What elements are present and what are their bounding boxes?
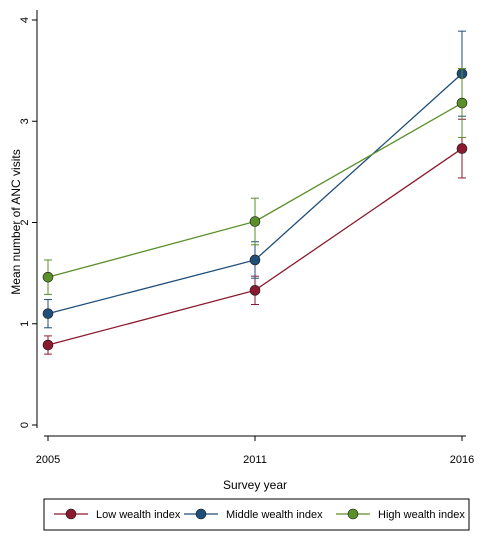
x-tick-label: 2011 (243, 454, 267, 466)
y-ticks: 0 1 2 3 4 (19, 17, 37, 428)
data-point (456, 97, 468, 109)
series-1 (42, 118, 468, 355)
data-point (249, 285, 261, 296)
data-point (42, 271, 54, 283)
legend-marker-swatch (347, 508, 359, 520)
x-tick-label: 2016 (450, 454, 474, 466)
legend-label: Middle wealth index (226, 509, 323, 521)
legend-label: High wealth index (378, 509, 465, 521)
legend-marker-swatch (195, 508, 207, 520)
y-tick-label: 1 (19, 321, 31, 327)
x-tick-label: 2005 (36, 454, 60, 466)
data-point (42, 339, 54, 351)
data-point (456, 143, 468, 154)
series-layer (42, 30, 468, 355)
y-axis-title: Mean number of ANC visits (9, 149, 23, 294)
data-point (42, 308, 54, 319)
data-point (249, 216, 261, 227)
y-tick-label: 4 (19, 17, 31, 23)
series-3 (42, 68, 468, 295)
y-tick-label: 2 (19, 219, 31, 225)
legend-entry-2: Middle wealth index (184, 508, 323, 521)
legend-label: Low wealth index (96, 509, 181, 521)
y-tick-label: 0 (19, 422, 31, 428)
y-tick-label: 3 (19, 118, 31, 124)
x-axis-title: Survey year (223, 478, 287, 492)
data-point (249, 254, 261, 266)
legend-entry-3: High wealth index (336, 508, 465, 521)
legend-box (43, 498, 470, 531)
legend-marker-swatch (65, 508, 77, 520)
legend: Low wealth index Middle wealth index High … (43, 498, 470, 531)
x-ticks: 2005 2011 2016 (36, 436, 474, 466)
legend-entry-1: Low wealth index (54, 508, 181, 521)
